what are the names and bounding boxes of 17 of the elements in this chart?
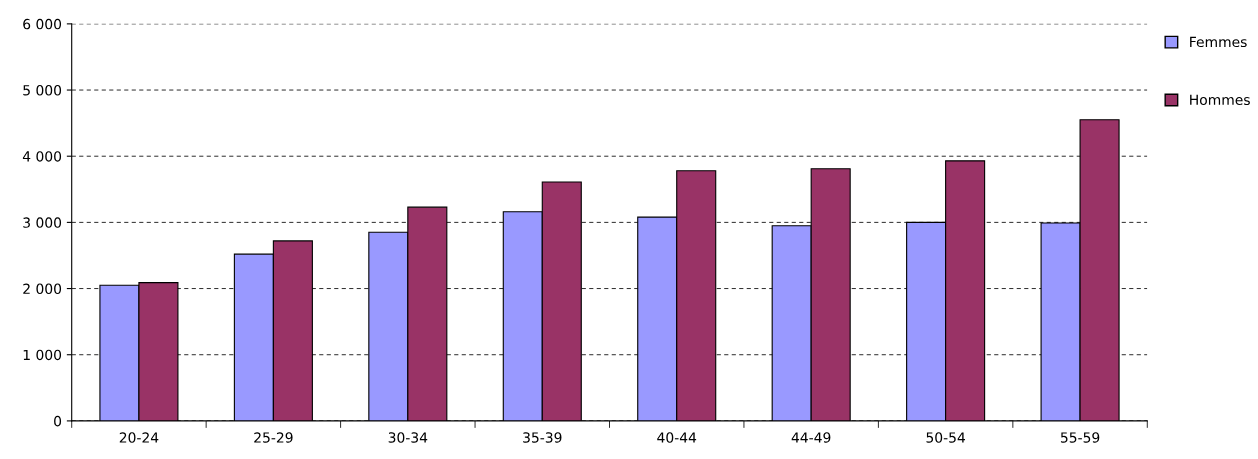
x-tick-label: 55-59	[1060, 432, 1100, 443]
y-tick-label: 1 000	[23, 349, 62, 361]
x-tick-label: 50-54	[926, 432, 966, 443]
legend-label: Femmes	[1190, 36, 1247, 48]
x-tick-label: 44-49	[791, 432, 831, 443]
y-tick-label: 4 000	[22, 151, 62, 162]
y-tick-label: 5 000	[23, 85, 62, 96]
y-tick-label: 3 000	[23, 217, 62, 228]
y-tick-label: 6 000	[23, 18, 62, 30]
x-tick-label: 20-24	[119, 432, 159, 443]
y-tick-label: 0	[54, 415, 62, 427]
y-tick-label: 2 000	[23, 283, 62, 295]
legend-label: Hommes	[1190, 94, 1250, 106]
x-tick-label: 40-44	[657, 432, 697, 443]
x-tick-label: 25-29	[254, 432, 293, 443]
x-tick-label: 30-34	[388, 432, 428, 443]
x-tick-label: 35-39	[523, 432, 562, 443]
